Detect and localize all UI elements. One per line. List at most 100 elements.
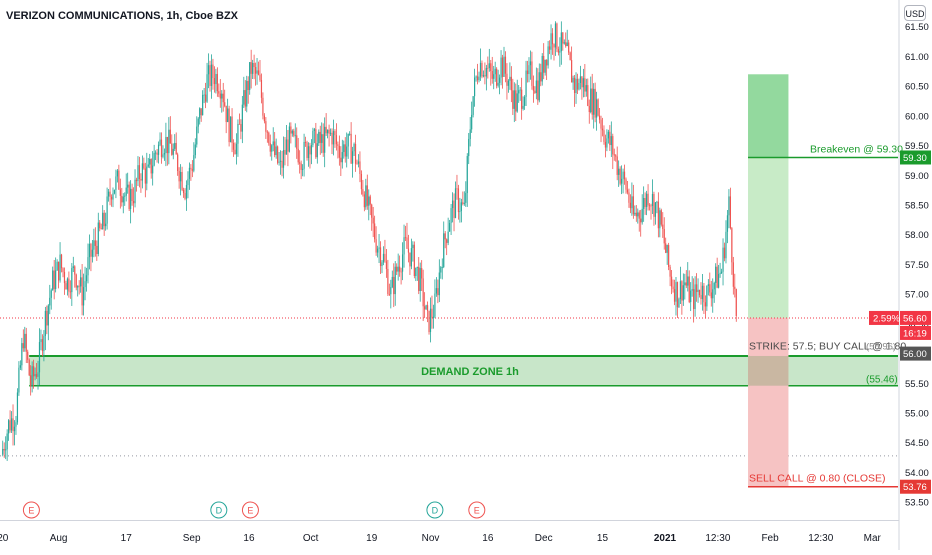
- candle: [669, 266, 671, 277]
- candle: [38, 342, 41, 373]
- dividend-marker[interactable]: [426, 501, 444, 519]
- candle: [515, 90, 517, 112]
- earnings-marker[interactable]: [22, 501, 40, 519]
- candle: [162, 154, 164, 157]
- candle: [268, 132, 270, 144]
- candle: [274, 141, 276, 156]
- time-tick-label: Dec: [535, 533, 553, 544]
- candle: [399, 266, 401, 272]
- candle: [479, 62, 482, 77]
- candle: [713, 282, 715, 290]
- candle: [443, 233, 445, 268]
- candle: [290, 126, 292, 134]
- candle: [715, 266, 717, 283]
- candle: [594, 88, 596, 118]
- candle: [531, 61, 533, 86]
- candle: [187, 178, 189, 186]
- candle: [319, 131, 321, 143]
- candle: [200, 108, 202, 116]
- candle: [487, 67, 489, 69]
- candle: [371, 204, 373, 218]
- candle: [203, 94, 205, 96]
- candle: [365, 185, 367, 208]
- candle: [409, 252, 411, 267]
- strike-label: STRIKE: 57.5; BUY CALL @ 1.80: [749, 341, 906, 353]
- candle: [369, 196, 371, 205]
- candle: [506, 73, 508, 86]
- candle: [496, 68, 498, 86]
- candle: [529, 61, 532, 66]
- candle: [253, 62, 255, 68]
- candle: [132, 200, 135, 204]
- strike-axis-tag: 56.00: [903, 349, 927, 360]
- candle: [275, 146, 277, 156]
- candle: [606, 138, 608, 148]
- candle: [451, 200, 454, 209]
- candle: [537, 80, 539, 101]
- candle: [316, 143, 318, 158]
- candle: [122, 196, 124, 203]
- candle: [346, 146, 348, 157]
- candle: [128, 184, 130, 210]
- time-tick-label: 17: [121, 533, 133, 544]
- candle: [202, 94, 204, 116]
- candle: [213, 78, 216, 85]
- price-tick-label: 58.50: [905, 201, 929, 212]
- candle: [204, 94, 207, 102]
- candle: [329, 132, 332, 134]
- candle: [572, 77, 574, 83]
- candle: [72, 266, 74, 269]
- candle: [475, 76, 477, 78]
- candle: [410, 248, 412, 267]
- candle: [648, 205, 651, 207]
- candle: [428, 310, 430, 333]
- candle: [46, 310, 48, 326]
- candle: [716, 266, 718, 288]
- candle: [47, 305, 49, 326]
- candle: [35, 374, 38, 377]
- candle: [107, 191, 110, 197]
- candle: [726, 215, 729, 232]
- candle: [5, 449, 7, 451]
- candle: [306, 142, 308, 158]
- candle: [668, 245, 670, 267]
- candle: [675, 282, 677, 302]
- candle: [565, 42, 567, 47]
- earnings-marker[interactable]: [468, 501, 486, 519]
- earnings-marker[interactable]: [241, 501, 259, 519]
- candle: [554, 23, 557, 48]
- candle: [231, 116, 233, 144]
- candle: [310, 145, 313, 155]
- candle: [613, 154, 615, 156]
- candle: [700, 295, 702, 300]
- candle: [582, 78, 584, 88]
- candle: [81, 277, 83, 306]
- candle: [52, 270, 54, 291]
- dividend-marker[interactable]: [210, 501, 228, 519]
- candle: [166, 136, 168, 154]
- time-tick-label: Mar: [864, 533, 882, 544]
- candle: [476, 76, 479, 81]
- candle: [447, 231, 449, 243]
- time-tick-label: Sep: [183, 533, 201, 544]
- candle: [40, 339, 42, 343]
- candle: [243, 90, 245, 105]
- candle: [147, 164, 149, 167]
- time-tick-label: 20: [0, 533, 9, 544]
- candle: [388, 293, 390, 295]
- candle: [604, 141, 607, 148]
- candle: [637, 212, 639, 217]
- currency-button[interactable]: USD: [904, 5, 926, 21]
- candle: [299, 162, 301, 164]
- candle: [603, 130, 605, 142]
- candle: [138, 165, 141, 180]
- candle: [623, 171, 626, 180]
- candle: [682, 285, 684, 301]
- candle: [8, 420, 10, 434]
- candle: [30, 375, 32, 386]
- price-tick-label: 59.50: [905, 141, 929, 152]
- candle: [491, 71, 493, 79]
- candle: [629, 202, 632, 209]
- candle: [401, 254, 404, 272]
